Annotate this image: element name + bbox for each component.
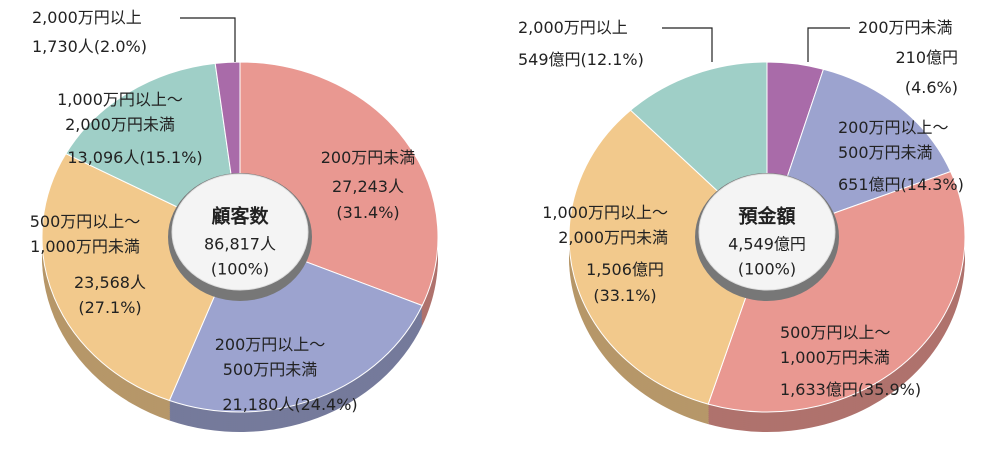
- slice-label: 2,000万円以上: [32, 8, 142, 27]
- slice-label: 500万円以上～: [30, 212, 141, 231]
- slice-label: (33.1%): [593, 286, 656, 305]
- slice-label: 2,000万円以上: [518, 18, 628, 37]
- category-label: 1,000万円未満: [30, 237, 140, 256]
- leader-line: [807, 27, 850, 62]
- percent-label: (35.9%): [858, 380, 921, 399]
- leader-line: [180, 17, 236, 62]
- category-label: 2,000万円以上: [32, 8, 142, 27]
- category-label: 1,000万円以上～: [57, 90, 183, 109]
- center-total: 86,817人: [204, 235, 276, 254]
- category-label: 1,000万円未満: [780, 348, 890, 367]
- count-label: 1,633億円: [780, 380, 858, 399]
- count-label: 27,243人: [332, 177, 404, 196]
- slice-label: 1,633億円(35.9%): [780, 380, 921, 399]
- percent-label: (33.1%): [593, 286, 656, 305]
- percent-label: (14.3%): [901, 175, 964, 194]
- percent-label: (15.1%): [139, 148, 202, 167]
- slice-label: 1,730人(2.0%): [32, 37, 147, 56]
- center-percent: (100%): [211, 260, 269, 279]
- slice-label: 1,000万円以上～: [57, 90, 183, 109]
- percent-label: (4.6%): [905, 78, 958, 97]
- slice: [707, 170, 966, 413]
- count-label: 651億円: [838, 175, 901, 194]
- slice-label: 200万円未満: [858, 18, 953, 37]
- leader-line: [662, 27, 713, 62]
- percent-label: (31.4%): [336, 203, 399, 222]
- slice-label: 1,000万円未満: [30, 237, 140, 256]
- slice-label: 549億円(12.1%): [518, 50, 644, 69]
- category-label: 500万円未満: [838, 143, 933, 162]
- hole: [171, 173, 309, 291]
- slice-label: 200万円以上～: [215, 335, 326, 354]
- category-label: 2,000万円未満: [65, 115, 175, 134]
- slice-label: 500万円未満: [838, 143, 933, 162]
- slice-label: 651億円(14.3%): [838, 175, 964, 194]
- slice-label: (4.6%): [905, 78, 958, 97]
- category-label: 200万円以上～: [838, 118, 949, 137]
- category-label: 2,000万円未満: [558, 228, 668, 247]
- slice-label: 500万円以上～: [780, 323, 891, 342]
- slice-label: 1,506億円: [586, 260, 664, 279]
- count-label: 21,180人: [222, 395, 294, 414]
- slice-label: 27,243人: [332, 177, 404, 196]
- category-label: 500万円以上～: [30, 212, 141, 231]
- percent-label: (2.0%): [94, 37, 147, 56]
- category-label: 2,000万円以上: [518, 18, 628, 37]
- percent-label: (24.4%): [294, 395, 357, 414]
- slice-label: 200万円未満: [321, 148, 416, 167]
- slice-label: 2,000万円未満: [558, 228, 668, 247]
- slice-label: 2,000万円未満: [65, 115, 175, 134]
- slice-label: 1,000万円以上～: [542, 203, 668, 222]
- count-label: 549億円: [518, 50, 581, 69]
- category-label: 500万円以上～: [780, 323, 891, 342]
- percent-label: (27.1%): [78, 298, 141, 317]
- slice-label: (31.4%): [336, 203, 399, 222]
- count-label: 210億円: [895, 48, 958, 67]
- category-label: 200万円未満: [321, 148, 416, 167]
- slice-label: 13,096人(15.1%): [67, 148, 202, 167]
- count-label: 1,506億円: [586, 260, 664, 279]
- center-total: 4,549億円: [728, 235, 806, 254]
- category-label: 1,000万円以上～: [542, 203, 668, 222]
- slice: [568, 109, 768, 405]
- count-label: 13,096人: [67, 148, 139, 167]
- slice-label: 500万円未満: [223, 360, 318, 379]
- slice-label: 200万円以上～: [838, 118, 949, 137]
- center-percent: (100%): [738, 260, 796, 279]
- slice-label: 210億円: [895, 48, 958, 67]
- count-label: 1,730人: [32, 37, 94, 56]
- category-label: 200万円以上～: [215, 335, 326, 354]
- category-label: 200万円未満: [858, 18, 953, 37]
- count-label: 23,568人: [74, 273, 146, 292]
- slice-label: 21,180人(24.4%): [222, 395, 357, 414]
- category-label: 500万円未満: [223, 360, 318, 379]
- slice-label: 23,568人: [74, 273, 146, 292]
- slice-label: 1,000万円未満: [780, 348, 890, 367]
- center-title: 預金額: [738, 205, 795, 228]
- percent-label: (12.1%): [581, 50, 644, 69]
- hole: [698, 173, 836, 291]
- center-title: 顧客数: [211, 205, 269, 228]
- slice-label: (27.1%): [78, 298, 141, 317]
